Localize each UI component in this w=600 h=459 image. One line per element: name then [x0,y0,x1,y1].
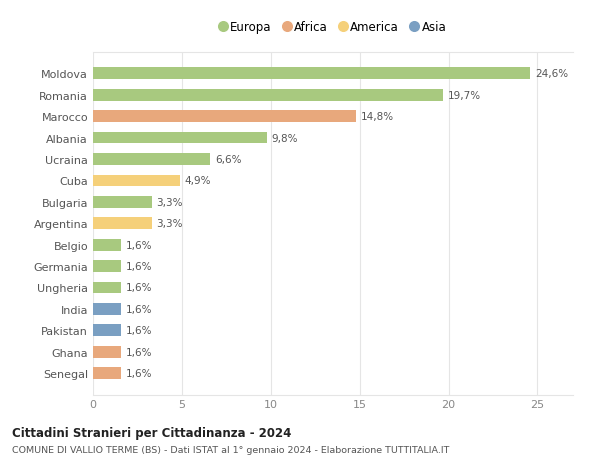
Text: 1,6%: 1,6% [126,240,152,250]
Bar [93,68,530,80]
Text: 24,6%: 24,6% [535,69,568,79]
Text: Cittadini Stranieri per Cittadinanza - 2024: Cittadini Stranieri per Cittadinanza - 2… [12,426,292,439]
Text: 1,6%: 1,6% [126,304,152,314]
Bar [93,175,180,187]
Text: 14,8%: 14,8% [361,112,394,122]
Text: 1,6%: 1,6% [126,262,152,271]
Bar [93,303,121,315]
Bar [93,133,267,144]
Bar [93,325,121,336]
Text: 6,6%: 6,6% [215,155,241,165]
Bar [93,346,121,358]
Bar [93,368,121,379]
Text: 4,9%: 4,9% [185,176,211,186]
Text: 1,6%: 1,6% [126,283,152,293]
Text: 3,3%: 3,3% [156,197,182,207]
Bar [93,239,121,251]
Bar [93,261,121,272]
Text: 1,6%: 1,6% [126,368,152,378]
Bar [93,282,121,294]
Bar [93,196,152,208]
Text: 1,6%: 1,6% [126,325,152,336]
Bar [93,90,443,101]
Bar [93,218,152,230]
Bar [93,154,211,166]
Bar [93,111,356,123]
Text: COMUNE DI VALLIO TERME (BS) - Dati ISTAT al 1° gennaio 2024 - Elaborazione TUTTI: COMUNE DI VALLIO TERME (BS) - Dati ISTAT… [12,445,449,454]
Text: 19,7%: 19,7% [448,90,481,101]
Legend: Europa, Africa, America, Asia: Europa, Africa, America, Asia [216,17,450,38]
Text: 3,3%: 3,3% [156,219,182,229]
Text: 1,6%: 1,6% [126,347,152,357]
Text: 9,8%: 9,8% [272,133,298,143]
